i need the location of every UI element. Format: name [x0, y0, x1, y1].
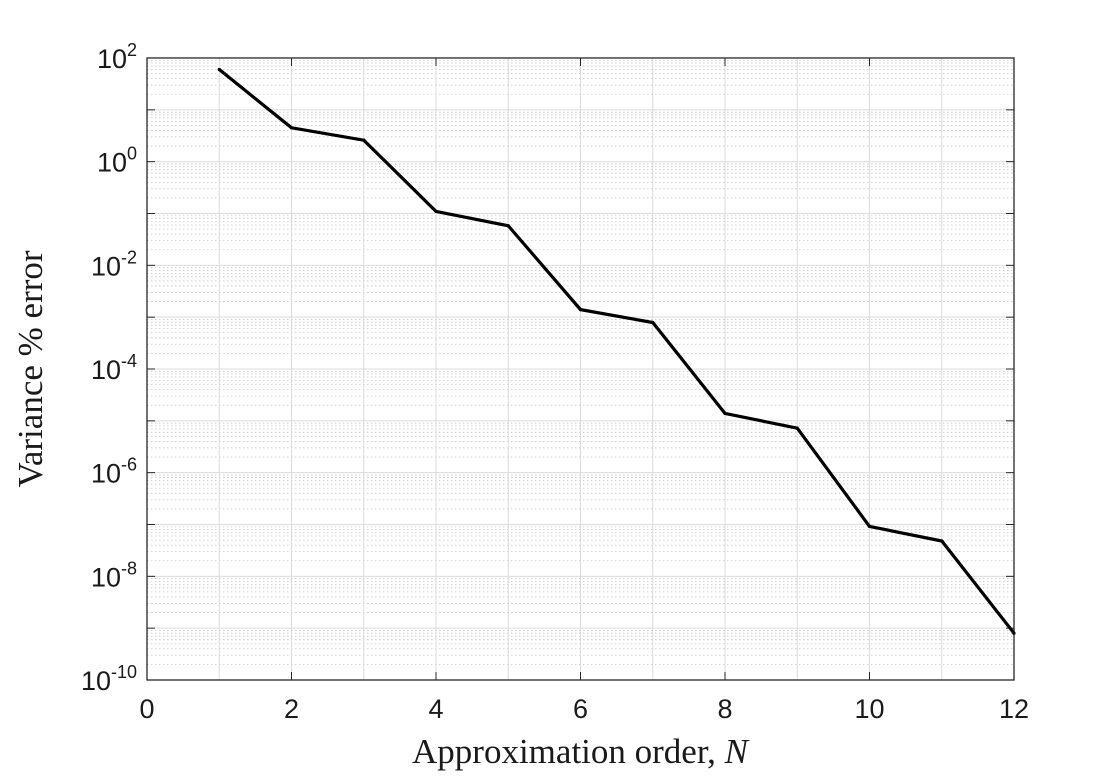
x-axis-ticks: 0 2 4 6 8 10 12	[139, 58, 1029, 724]
data-point	[1012, 631, 1016, 635]
data-point	[651, 320, 655, 325]
data-point	[434, 209, 438, 213]
y-tick-label: 10-8	[91, 558, 137, 592]
y-tick-label: 10-6	[91, 455, 137, 489]
x-tick-label: 10	[854, 694, 884, 724]
data-point	[362, 138, 366, 142]
data-point	[578, 307, 583, 312]
x-axis-title-text: Approximation order,	[412, 732, 725, 771]
x-tick-label: 0	[139, 694, 154, 724]
y-tick-label: 10-2	[91, 247, 137, 281]
data-point	[940, 539, 944, 543]
y-tick-label: 102	[97, 40, 137, 74]
data-point	[795, 426, 799, 430]
data-point	[867, 524, 872, 528]
x-axis-title-variable: N	[724, 732, 750, 771]
data-point	[217, 67, 221, 72]
y-tick-label: 10-4	[91, 351, 137, 385]
x-tick-label: 6	[573, 694, 588, 724]
grid	[146, 57, 1015, 681]
series-line	[218, 68, 1016, 635]
data-point	[723, 411, 727, 416]
y-axis-ticks: 102 100 10-2 10-4 10-6 10-8 10-10	[81, 40, 1014, 696]
y-axis-title: Variance % error	[11, 250, 50, 487]
data-point	[289, 126, 294, 130]
x-axis-title: Approximation order, N	[412, 732, 750, 771]
y-tick-label: 100	[97, 144, 137, 178]
y-tick-label: 10-10	[81, 662, 137, 696]
x-tick-label: 4	[428, 694, 443, 724]
series-layer	[217, 67, 1016, 635]
x-tick-label: 12	[999, 694, 1029, 724]
data-point	[506, 224, 510, 228]
x-tick-label: 2	[284, 694, 299, 724]
x-tick-label: 8	[717, 694, 732, 724]
